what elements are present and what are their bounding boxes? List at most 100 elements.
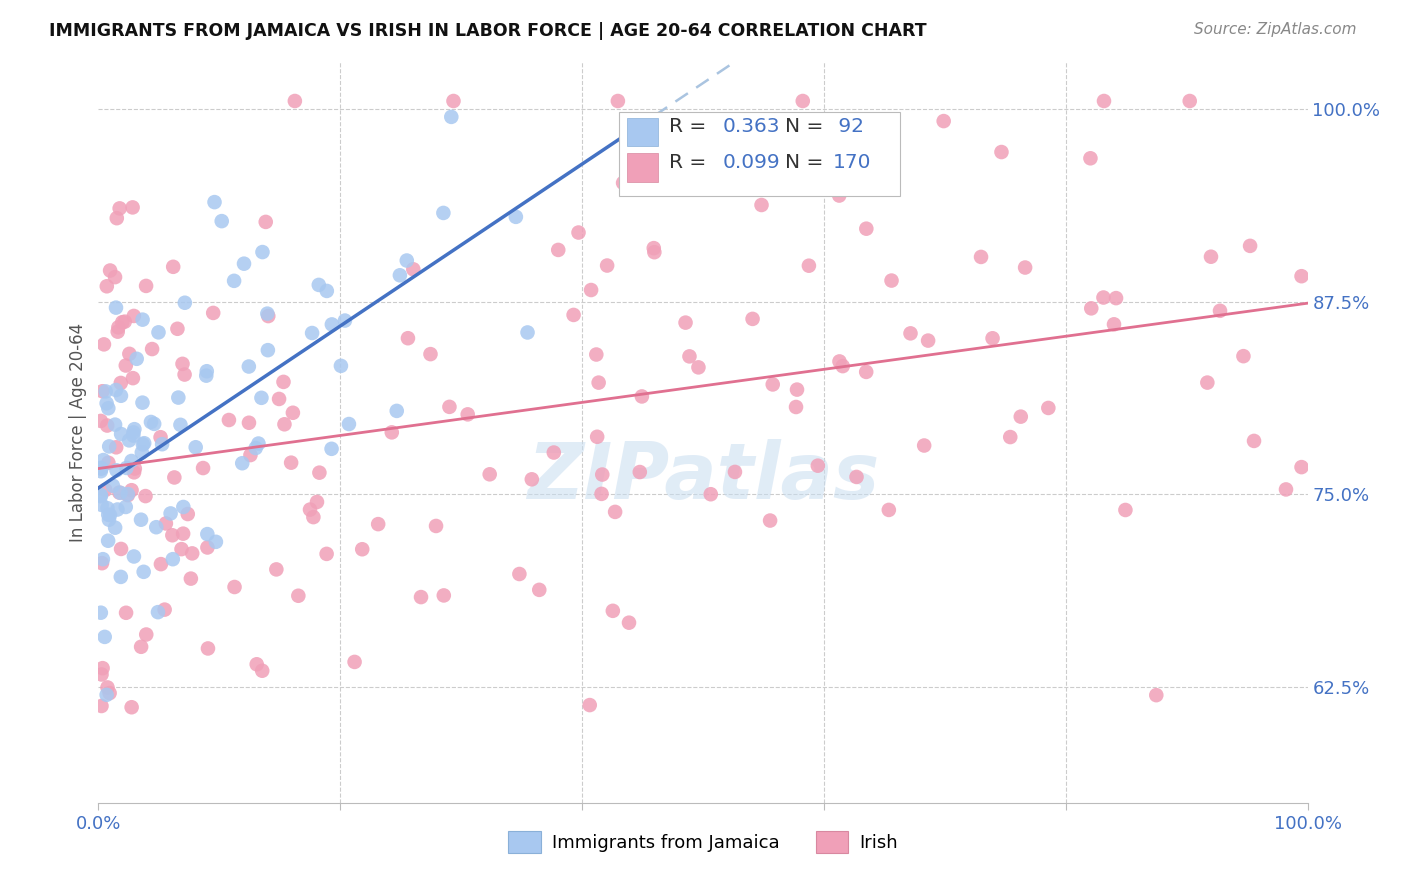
Point (202, 306, 225, 320)
Point (98, 263, 121, 277)
Point (402, 262, 425, 277)
Point (419, 347, 441, 361)
Point (284, 94, 307, 108)
Point (132, 565, 155, 579)
Point (153, 602, 176, 616)
Point (1114, 503, 1136, 517)
Point (90, 489, 112, 503)
Point (108, 202, 131, 216)
Point (612, 176, 634, 190)
Text: N =: N = (785, 153, 830, 171)
Point (110, 486, 132, 500)
Point (173, 368, 195, 382)
Point (181, 546, 204, 560)
Point (117, 488, 139, 502)
Point (606, 94, 628, 108)
Point (1239, 239, 1261, 253)
Point (591, 467, 613, 482)
Point (231, 456, 253, 470)
Point (124, 422, 146, 436)
Point (1275, 483, 1298, 497)
Point (148, 326, 170, 340)
Point (118, 347, 141, 361)
Point (1080, 301, 1102, 316)
Point (990, 145, 1012, 159)
Point (1000, 430, 1022, 444)
Point (478, 467, 501, 482)
Point (247, 436, 270, 450)
Point (751, 198, 773, 212)
Point (678, 350, 700, 364)
Point (321, 318, 343, 332)
Point (1105, 291, 1128, 305)
Point (91, 556, 114, 570)
Point (367, 517, 389, 532)
Point (91, 552, 114, 566)
Point (121, 483, 143, 498)
Point (280, 456, 302, 470)
Point (970, 250, 993, 264)
Point (121, 700, 143, 714)
Point (520, 472, 543, 486)
Point (96, 688, 118, 702)
Point (163, 470, 186, 484)
Point (741, 311, 763, 326)
Point (195, 527, 218, 541)
Point (131, 395, 153, 409)
Point (197, 641, 219, 656)
Point (131, 312, 153, 326)
Point (149, 557, 172, 571)
Point (588, 376, 610, 390)
Point (457, 408, 479, 422)
Point (1144, 688, 1167, 702)
Point (104, 521, 127, 535)
Point (250, 664, 273, 678)
Point (180, 572, 202, 586)
Point (96, 501, 118, 516)
Point (159, 507, 181, 521)
Point (90, 488, 112, 502)
Point (352, 542, 374, 557)
Point (108, 485, 131, 500)
Point (516, 326, 538, 340)
Point (807, 458, 830, 473)
Point (792, 94, 814, 108)
Point (90, 498, 112, 512)
Point (93, 630, 115, 644)
Point (110, 389, 132, 403)
Point (257, 343, 280, 358)
Point (110, 570, 132, 584)
Point (273, 375, 295, 389)
Point (281, 406, 304, 420)
Point (184, 440, 207, 454)
Point (97, 508, 120, 522)
Point (432, 206, 454, 220)
Point (233, 257, 256, 271)
Point (617, 615, 640, 630)
Point (121, 201, 143, 215)
Point (301, 326, 323, 340)
Point (115, 461, 138, 475)
Point (162, 260, 184, 274)
Point (628, 465, 651, 479)
Point (96, 396, 118, 410)
Point (388, 268, 411, 283)
Point (124, 461, 146, 475)
Point (529, 582, 551, 597)
Point (105, 463, 128, 477)
Point (250, 391, 273, 405)
Point (631, 389, 654, 403)
Point (643, 245, 665, 260)
Point (329, 359, 352, 373)
Point (1038, 401, 1060, 415)
Point (1092, 94, 1115, 108)
Point (395, 253, 418, 268)
Point (724, 465, 747, 479)
Point (105, 440, 128, 454)
Point (828, 354, 851, 368)
Point (222, 274, 245, 288)
Point (1102, 318, 1125, 332)
Point (579, 283, 602, 297)
Point (177, 507, 200, 521)
Point (877, 503, 900, 517)
